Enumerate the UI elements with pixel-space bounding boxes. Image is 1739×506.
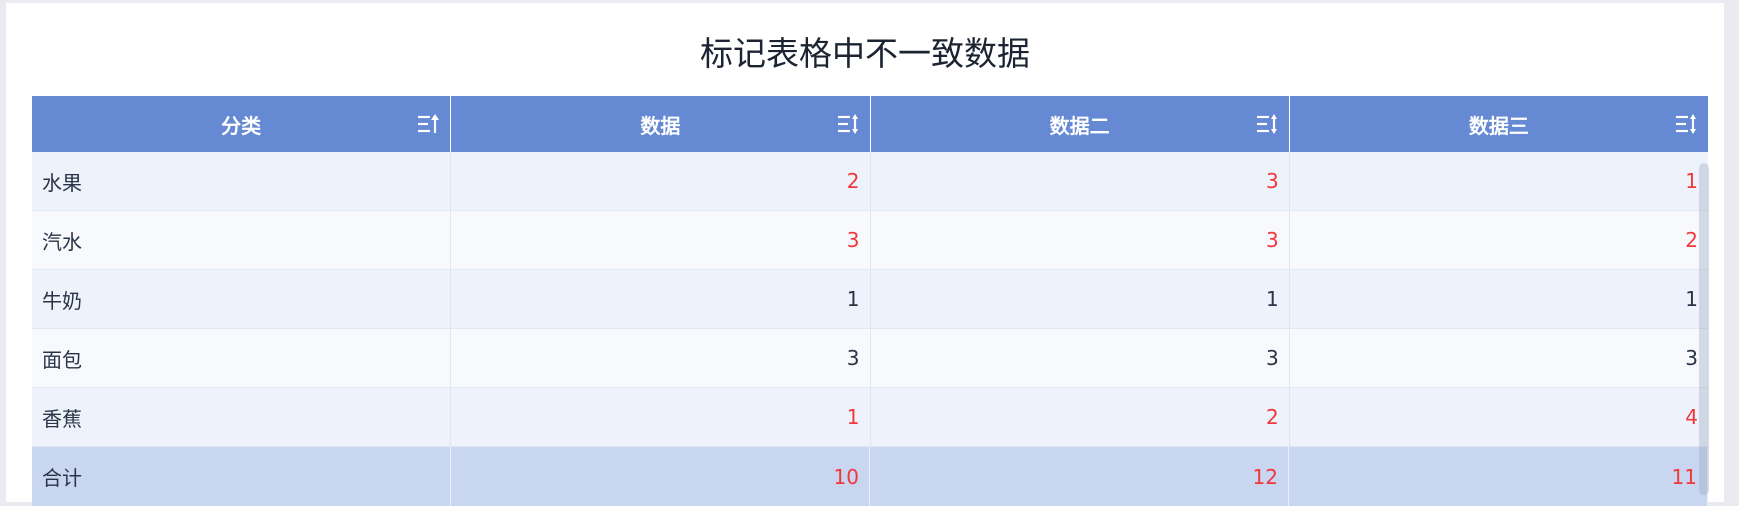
table-row: 牛奶 1 1 1 [32,270,1708,329]
table-row: 汽水 3 3 2 [32,211,1708,270]
category-cell: 汽水 [32,211,452,269]
total-row: 合计 10 12 11 [32,447,1708,506]
value-cell: 3 [451,211,871,269]
sort-both-icon[interactable] [1674,112,1698,136]
category-cell: 合计 [32,447,451,506]
value-cell: 3 [871,152,1290,210]
column-header[interactable]: 数据三 [1290,96,1708,152]
value-cell: 3 [871,329,1290,387]
value-cell: 1 [451,388,871,446]
column-label: 分类 [221,113,262,138]
panel: 标记表格中不一致数据 分类 数据 数据二 数据三 水果 2 3 1 汽水 3 3 2 牛奶 1 1 1 面包 3… [6,3,1724,506]
page-title: 标记表格中不一致数据 [700,34,1030,73]
value-cell: 2 [451,152,871,210]
table-header: 分类 数据 数据二 数据三 [32,96,1708,152]
vertical-scrollbar[interactable] [1699,163,1709,495]
column-header[interactable]: 数据 [451,96,871,152]
column-label: 数据三 [1468,113,1529,138]
value-cell: 4 [1685,405,1698,429]
data-table: 分类 数据 数据二 数据三 水果 2 3 1 汽水 3 3 2 牛奶 1 1 1 面包 3 3 3 香蕉 1 2 4 合计 10… [32,96,1708,506]
category-cell: 香蕉 [32,388,452,446]
value-cell: 3 [1685,346,1698,370]
category-cell: 面包 [32,329,452,387]
sort-ascending-icon[interactable] [416,112,440,136]
column-header[interactable]: 数据二 [871,96,1290,152]
value-cell: 10 [451,447,870,506]
column-label: 数据二 [1049,113,1110,138]
value-cell: 2 [871,388,1290,446]
column-header[interactable]: 分类 [32,96,452,152]
value-cell: 1 [871,270,1290,328]
sort-both-icon[interactable] [836,112,860,136]
value-cell: 3 [871,211,1290,269]
value-cell: 1 [1685,169,1698,193]
sort-both-icon[interactable] [1255,112,1279,136]
value-cell: 2 [1685,228,1698,252]
category-cell: 牛奶 [32,270,452,328]
value-cell: 1 [451,270,871,328]
value-cell: 12 [870,447,1289,506]
value-cell: 11 [1289,447,1708,506]
category-cell: 水果 [32,152,452,210]
table-row: 面包 3 3 3 [32,329,1708,388]
value-cell: 3 [451,329,871,387]
table-row: 水果 2 3 1 [32,152,1708,211]
table-row: 香蕉 1 2 4 [32,388,1708,447]
column-label: 数据 [640,113,681,138]
value-cell: 1 [1685,287,1698,311]
